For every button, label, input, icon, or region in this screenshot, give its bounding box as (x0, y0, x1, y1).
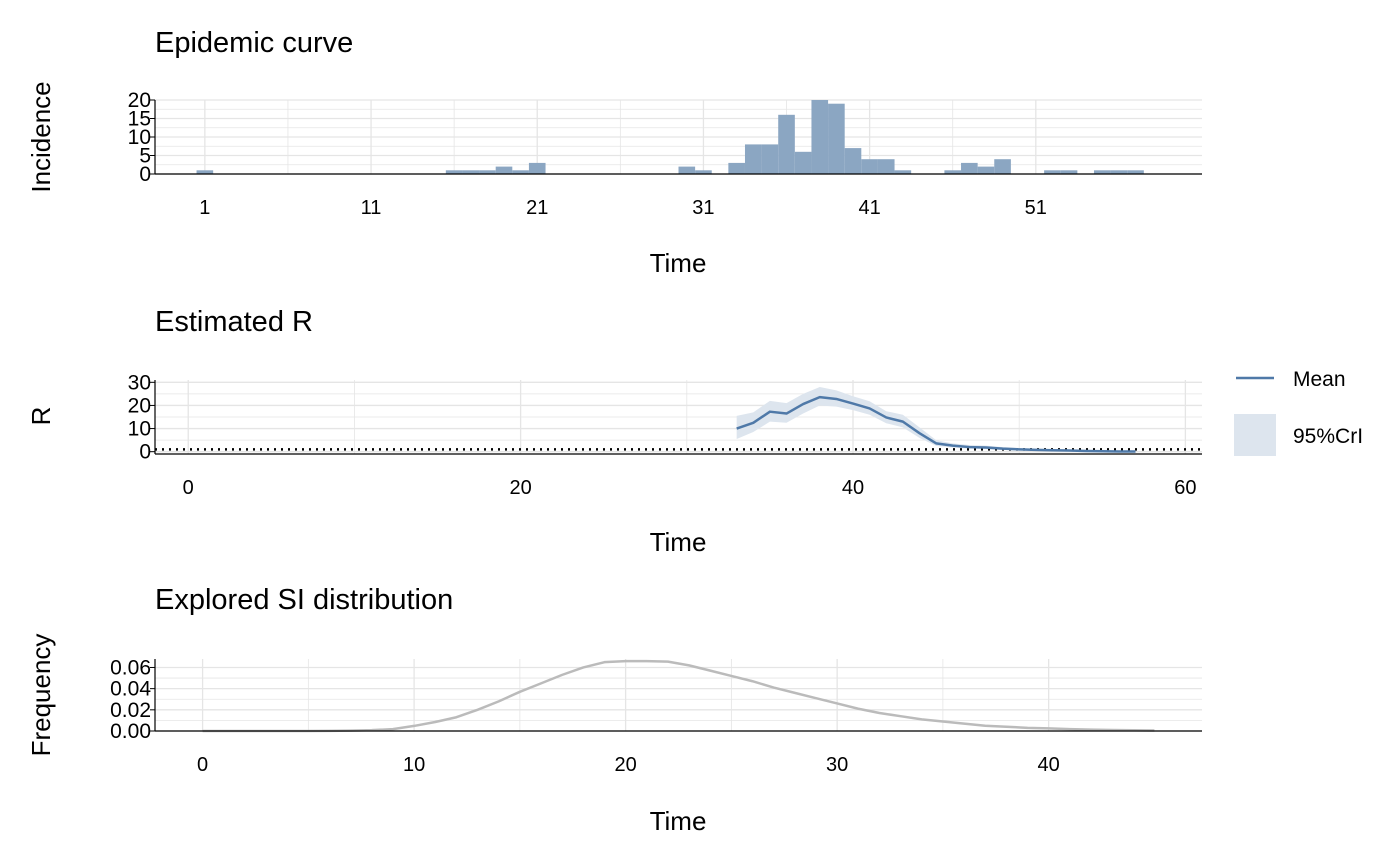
epidemic-curve-title: Epidemic curve (155, 27, 353, 59)
incidence-bar (778, 114, 795, 174)
si-distribution-panel: Explored SI distribution 0 10 20 30 400.000.… (26, 584, 1202, 836)
x-tick-label: 60 (1174, 477, 1196, 499)
incidence-bar (744, 144, 762, 174)
estimated-r-marks (155, 386, 1202, 453)
y-tick-label: 15 (128, 108, 151, 131)
si-distribution-ylabel: Frequency (26, 634, 56, 757)
x-tick-label: 40 (842, 477, 864, 499)
incidence-bar (678, 166, 696, 174)
y-tick-label: 30 (128, 371, 151, 394)
estimated-r-xlabel: Time (650, 527, 707, 557)
epidemic-curve-bars (196, 100, 1144, 174)
incidence-bar (728, 162, 745, 174)
epidemic-curve-grid (155, 99, 1202, 175)
incidence-bar (944, 170, 962, 174)
y-tick-label: 20 (128, 89, 151, 112)
y-tick-label: 5 (139, 145, 151, 168)
incidence-bar (495, 166, 513, 174)
incidence-bar (844, 148, 862, 174)
si-distribution-xlabel: Time (650, 806, 707, 836)
incidence-bar (512, 170, 529, 174)
x-tick-label: 41 (858, 197, 880, 219)
si-distribution-axes (154, 659, 1202, 732)
incidence-bar (894, 170, 912, 174)
incidence-bar (528, 162, 546, 174)
incidence-bar (977, 166, 995, 174)
x-tick-label: 11 (361, 197, 382, 219)
cri-band (736, 386, 1136, 452)
incidence-bar (462, 170, 480, 174)
epidemic-curve-ylabel: Incidence (26, 81, 56, 192)
x-tick-label: 31 (692, 197, 714, 219)
incidence-bar (196, 170, 214, 174)
incidence-bar (695, 170, 712, 174)
y-tick-label: 0.02 (110, 699, 151, 722)
incidence-bar (761, 144, 779, 174)
y-tick-label: 0.04 (110, 678, 151, 701)
incidence-bar (479, 170, 496, 174)
x-tick-label: 40 (1038, 754, 1060, 776)
incidence-bar (877, 159, 895, 174)
x-tick-label: 21 (526, 197, 548, 219)
x-tick-label: 0 (197, 754, 208, 776)
y-tick-label: 0.00 (110, 720, 151, 743)
incidence-bar (828, 103, 845, 174)
incidence-bar (1127, 170, 1144, 174)
x-tick-label: 10 (403, 754, 425, 776)
legend-cri-label: 95%CrI (1293, 425, 1363, 448)
incidence-bar (961, 162, 978, 174)
x-tick-label: 20 (509, 477, 531, 499)
incidence-bar (1060, 170, 1078, 174)
epidemic-curve-xlabel: Time (650, 248, 707, 278)
y-tick-label: 20 (128, 394, 151, 417)
y-tick-label: 0 (139, 163, 151, 186)
incidence-bar (861, 159, 878, 174)
y-tick-label: 10 (128, 418, 151, 441)
x-tick-label: 1 (199, 197, 210, 219)
x-tick-label: 0 (183, 477, 194, 499)
incidence-bar (445, 170, 463, 174)
legend-cri-key (1234, 414, 1276, 456)
y-tick-label: 0.06 (110, 656, 151, 679)
x-tick-label: 51 (1025, 197, 1047, 219)
legend-mean-label: Mean (1293, 368, 1346, 391)
estimated-r-legend: Mean 95%CrI (1234, 368, 1363, 456)
estimated-r-axes (154, 380, 1202, 455)
si-distribution-title: Explored SI distribution (155, 584, 453, 616)
incidence-bar (811, 100, 829, 174)
si-distribution-ticks: 0 10 20 30 40 0.000.020.040.06 (110, 656, 1060, 776)
incidence-bar (794, 151, 812, 174)
y-tick-label: 10 (128, 126, 151, 149)
estimated-r-ylabel: R (26, 407, 56, 426)
mean-line (736, 395, 1136, 453)
x-tick-label: 30 (826, 754, 848, 776)
estimated-r-grid (155, 380, 1202, 454)
incidence-bar (1093, 170, 1111, 174)
x-tick-label: 20 (614, 754, 636, 776)
incidence-bar (1044, 170, 1061, 174)
si-distribution-grid (155, 659, 1202, 732)
incidence-bar (994, 159, 1011, 174)
incidence-bar (1110, 170, 1128, 174)
y-tick-label: 0 (139, 441, 151, 464)
estimated-r-title: Estimated R (155, 306, 313, 338)
